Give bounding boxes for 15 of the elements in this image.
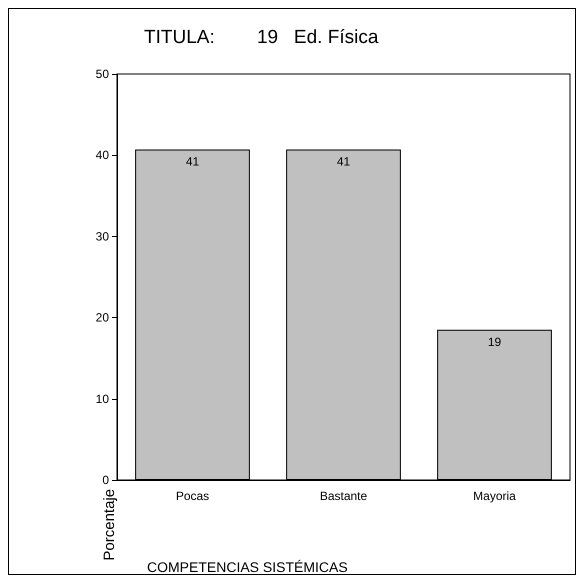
y-tick-label: 10 xyxy=(96,392,110,406)
y-tick-label: 40 xyxy=(96,148,110,162)
y-tick-label: 30 xyxy=(96,229,110,244)
y-axis-title: Porcentaje xyxy=(101,488,118,561)
data-label: 41 xyxy=(336,154,350,169)
y-tick-label: 20 xyxy=(96,310,110,325)
x-tick-label: Bastante xyxy=(320,489,368,503)
x-axis-title: COMPETENCIAS SISTÉMICAS xyxy=(147,559,348,575)
chart-title: TITULA: 19 Ed. Física xyxy=(144,27,379,48)
x-tick-label: Mayoria xyxy=(473,489,516,503)
data-label: 41 xyxy=(186,154,200,169)
data-label: 19 xyxy=(488,334,502,349)
y-tick-label: 0 xyxy=(102,473,110,487)
y-tick-label: 50 xyxy=(96,67,110,81)
x-tick-label: Pocas xyxy=(176,489,210,503)
